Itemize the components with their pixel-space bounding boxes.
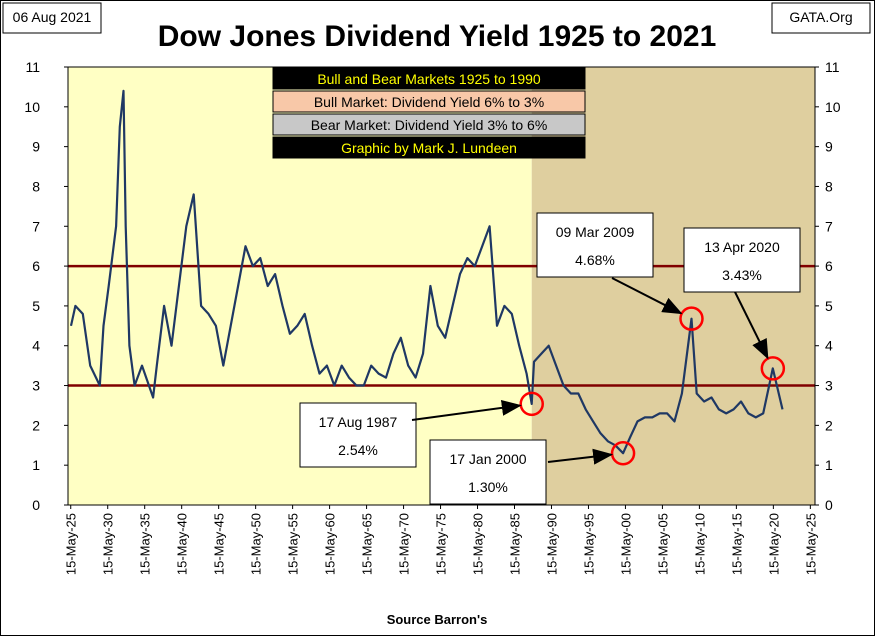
y2-tick-label: 2	[825, 417, 833, 433]
x-tick-label: 15-May-40	[175, 513, 190, 575]
y-tick-label: 4	[32, 338, 40, 354]
y-tick-label: 7	[32, 218, 40, 234]
y-tick-label: 0	[32, 497, 40, 513]
legend-text: Graphic by Mark J. Lundeen	[341, 140, 517, 156]
y2-tick-label: 11	[825, 59, 840, 75]
x-tick-label: 15-May-30	[101, 513, 116, 575]
legend-row	[272, 113, 586, 136]
x-tick-label: 15-May-20	[766, 513, 781, 575]
yield-line	[69, 89, 784, 455]
x-tick-label: 15-May-90	[544, 513, 559, 575]
x-tick-label: 15-May-00	[618, 513, 633, 575]
x-tick-label: 15-May-25	[64, 513, 79, 575]
callout-date: 09 Mar 2009	[556, 224, 635, 240]
plot-area	[67, 66, 816, 506]
x-tick-label: 15-May-50	[249, 513, 264, 575]
date-box	[2, 2, 102, 34]
y-tick-label: 6	[32, 258, 40, 274]
source-site: GATA.Org	[789, 9, 852, 25]
x-tick-label: 15-May-05	[655, 513, 670, 575]
x-tick-label: 15-May-65	[360, 513, 375, 575]
y-tick-label: 3	[32, 378, 40, 394]
chart-title: Dow Jones Dividend Yield 1925 to 2021	[158, 20, 717, 53]
x-tick-label: 15-May-60	[323, 513, 338, 575]
callout-value: 2.54%	[338, 442, 378, 458]
callout-value: 1.30%	[468, 479, 508, 495]
y2-tick-label: 6	[825, 258, 833, 274]
x-tick-label: 15-May-70	[397, 513, 412, 575]
legend-row	[272, 67, 586, 90]
x-tick-label: 15-May-95	[581, 513, 596, 575]
date-stamp: 06 Aug 2021	[13, 9, 92, 25]
y-tick-label: 5	[32, 298, 40, 314]
callout-date: 17 Jan 2000	[449, 451, 526, 467]
legend-text: Bull Market: Dividend Yield 6% to 3%	[314, 94, 544, 110]
legend-row	[272, 136, 586, 159]
y2-tick-label: 5	[825, 298, 833, 314]
callout-arrow	[411, 399, 522, 421]
y-tick-label: 9	[32, 139, 40, 155]
callout-date: 17 Aug 1987	[319, 414, 398, 430]
x-tick-label: 15-May-85	[507, 513, 522, 575]
callout-value: 4.68%	[575, 252, 615, 268]
y-tick-label: 1	[32, 457, 40, 473]
x-tick-label: 15-May-80	[471, 513, 486, 575]
highlight-circle	[760, 356, 786, 381]
x-tick-label: 15-May-75	[434, 513, 449, 575]
callout-value: 3.43%	[722, 267, 762, 283]
x-tick-label: 15-May-25	[803, 513, 818, 575]
y2-tick-label: 7	[825, 218, 833, 234]
callout-arrow	[611, 277, 683, 315]
y-tick-label: 8	[32, 178, 40, 194]
legend-row	[272, 90, 586, 113]
legend-text: Bull and Bear Markets 1925 to 1990	[317, 71, 541, 87]
callout-box	[683, 227, 801, 293]
x-tick-label: 15-May-15	[729, 513, 744, 575]
y-tick-label: 10	[24, 99, 40, 115]
callout-box	[299, 402, 417, 468]
y2-tick-label: 9	[825, 139, 833, 155]
legend-text: Bear Market: Dividend Yield 3% to 6%	[311, 117, 548, 133]
y2-tick-label: 1	[825, 457, 833, 473]
x-tick-label: 15-May-35	[138, 513, 153, 575]
callout-box	[429, 439, 547, 505]
callout-arrow	[547, 448, 614, 465]
x-tick-label: 15-May-55	[286, 513, 301, 575]
y2-tick-label: 3	[825, 378, 833, 394]
y2-tick-label: 4	[825, 338, 833, 354]
y2-tick-label: 8	[825, 178, 833, 194]
y2-tick-label: 10	[825, 99, 841, 115]
x-tick-label: 15-May-10	[692, 513, 707, 575]
y2-tick-label: 0	[825, 497, 833, 513]
x-tick-label: 15-May-45	[212, 513, 227, 575]
highlight-circle	[679, 306, 704, 331]
site-box	[771, 2, 871, 34]
callout-date: 13 Apr 2020	[704, 239, 780, 255]
callout-arrow	[734, 291, 769, 360]
y-tick-label: 2	[32, 417, 40, 433]
y-tick-label: 11	[25, 59, 40, 75]
x-axis-label: Source Barron's	[387, 612, 488, 627]
callout-box	[536, 212, 654, 278]
